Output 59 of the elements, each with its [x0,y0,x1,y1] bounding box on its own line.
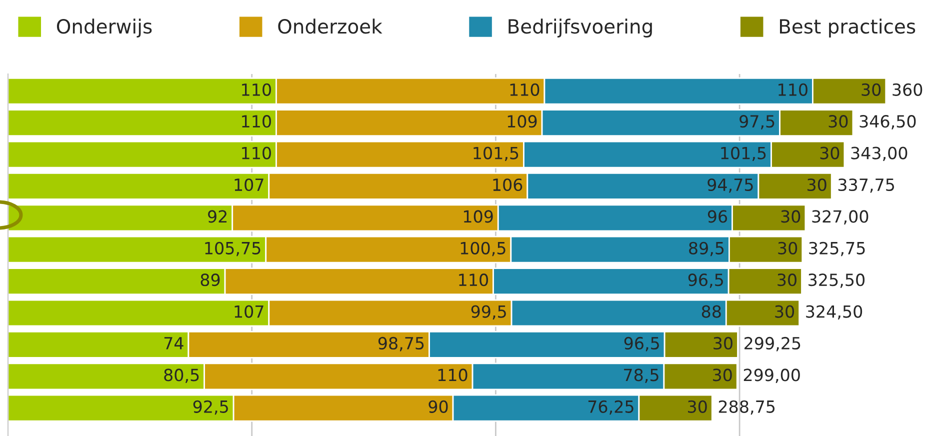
data-label: 30 [820,146,840,160]
data-label: 30 [713,368,732,382]
data-label: 97,5 [740,115,774,130]
data-label: 30 [808,178,826,192]
total-label: 360 [892,83,922,96]
data-label: 78,5 [624,368,658,383]
data-label: 99,5 [471,305,506,320]
data-label: 110 [438,368,468,382]
legend-label: Onderzoek [278,18,382,34]
data-label: 96,5 [624,336,659,352]
data-label: 30 [778,242,798,254]
total-label: 288,75 [718,400,775,415]
total-label: 324,50 [806,305,862,320]
total-label: 325,75 [809,242,865,256]
data-label: 89 [200,274,220,286]
data-label: 101,5 [721,146,766,162]
total-label: 337,75 [838,178,894,193]
data-label: 90 [428,400,448,413]
total-label: 343,00 [851,146,908,162]
data-label: 30 [775,305,794,318]
data-label: 30 [862,83,881,96]
data-label: 107 [234,178,264,192]
data-label: 109 [464,210,493,223]
data-label: 30 [781,210,800,223]
total-label: 346,50 [860,115,916,130]
total-label: 327,00 [812,210,868,224]
data-label: 89,5 [689,242,724,256]
legend-label: Best practices [780,18,916,38]
data-label: 30 [828,115,848,128]
total-label: 325,50 [808,274,865,288]
total-label: 299,00 [744,368,800,383]
data-label: 110 [242,83,271,96]
data-label: 88 [702,305,721,318]
data-label: 105,75 [205,242,260,256]
data-label: 110 [242,146,271,160]
data-label: 76,25 [588,400,634,415]
data-label: 92,5 [193,400,228,415]
data-label: 96 [708,210,728,223]
data-label: 109 [508,115,537,128]
data-label: 106 [493,178,522,192]
legend-label: Bedrijfsvoering [508,18,652,38]
data-label: 96,5 [688,274,723,288]
data-label: 30 [778,274,796,286]
data-label: 92 [208,210,227,223]
data-label: 30 [688,400,707,413]
data-label: 94,75 [708,178,753,193]
total-label: 299,25 [744,336,800,352]
data-label: 74 [164,337,184,350]
data-label: 101,5 [474,146,518,162]
data-label: 80,5 [164,368,199,383]
data-label: 30 [714,336,732,350]
data-label: 110 [459,274,488,286]
data-label: 100,5 [460,242,506,256]
legend-label: Onderwijs [56,18,152,38]
data-label: 110 [510,83,540,96]
data-label: 110 [242,115,271,128]
data-label: 98,75 [378,336,424,352]
data-label: 107 [234,305,264,318]
data-label: 110 [778,83,808,96]
